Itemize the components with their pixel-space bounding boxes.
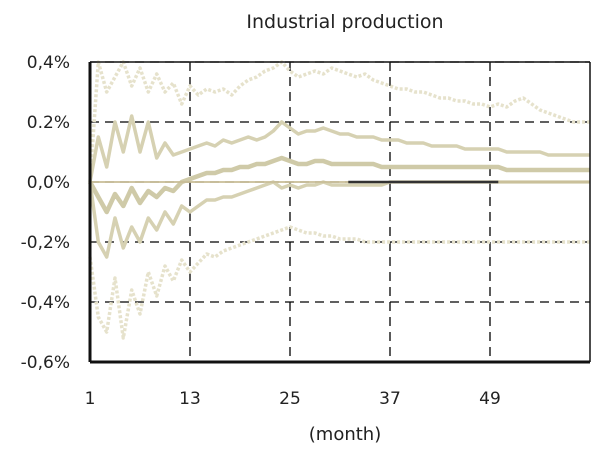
plot-background — [90, 62, 590, 362]
series-line-upper-outer-band — [88, 60, 590, 183]
y-tick-label: -0,6% — [21, 353, 70, 373]
series-line-lower-outer-band — [88, 225, 590, 340]
x-tick-label: 13 — [179, 389, 201, 409]
axes — [88, 61, 591, 364]
y-tick-label: 0,0% — [27, 173, 70, 193]
series-lines — [88, 60, 590, 340]
x-axis-tick-labels: 1 13 25 37 49 — [85, 389, 501, 409]
plot-area — [90, 62, 590, 362]
x-tick-label: 25 — [279, 389, 301, 409]
y-tick-label: -0,4% — [21, 293, 70, 313]
x-tick-label: 49 — [479, 389, 501, 409]
y-tick-label: -0,2% — [21, 233, 70, 253]
series-line-upper-inner-band — [88, 114, 590, 183]
x-axis-title: (month) — [309, 424, 381, 445]
y-axis-tick-labels: 0,4% 0.2% 0,0% -0,2% -0,4% -0,6% — [21, 53, 70, 373]
series-line-median — [88, 155, 590, 215]
x-tick-label: 37 — [379, 389, 401, 409]
x-tick-label: 1 — [85, 389, 96, 409]
y-tick-label: 0.2% — [27, 113, 70, 133]
chart-title: Industrial production — [246, 11, 443, 33]
y-tick-label: 0,4% — [27, 53, 70, 73]
